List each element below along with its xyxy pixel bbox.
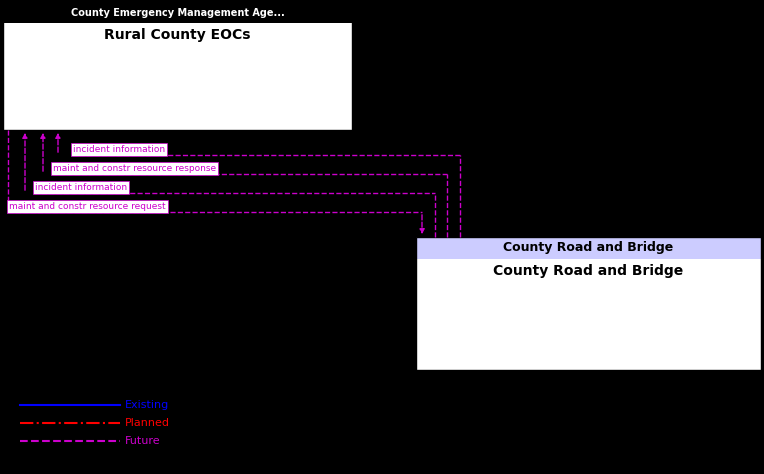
Text: incident information: incident information	[73, 145, 165, 154]
FancyBboxPatch shape	[3, 3, 352, 23]
Text: Existing: Existing	[125, 400, 170, 410]
FancyBboxPatch shape	[3, 23, 352, 130]
Text: County Road and Bridge: County Road and Bridge	[503, 241, 674, 255]
Text: maint and constr resource request: maint and constr resource request	[9, 202, 166, 211]
Text: maint and constr resource response: maint and constr resource response	[53, 164, 216, 173]
Text: Rural County EOCs: Rural County EOCs	[104, 28, 251, 42]
FancyBboxPatch shape	[416, 259, 761, 370]
Text: incident information: incident information	[35, 183, 127, 192]
Text: Planned: Planned	[125, 418, 170, 428]
FancyBboxPatch shape	[416, 237, 761, 259]
Text: County Road and Bridge: County Road and Bridge	[494, 264, 684, 278]
Text: County Emergency Management Age...: County Emergency Management Age...	[70, 8, 284, 18]
Text: Future: Future	[125, 436, 160, 446]
